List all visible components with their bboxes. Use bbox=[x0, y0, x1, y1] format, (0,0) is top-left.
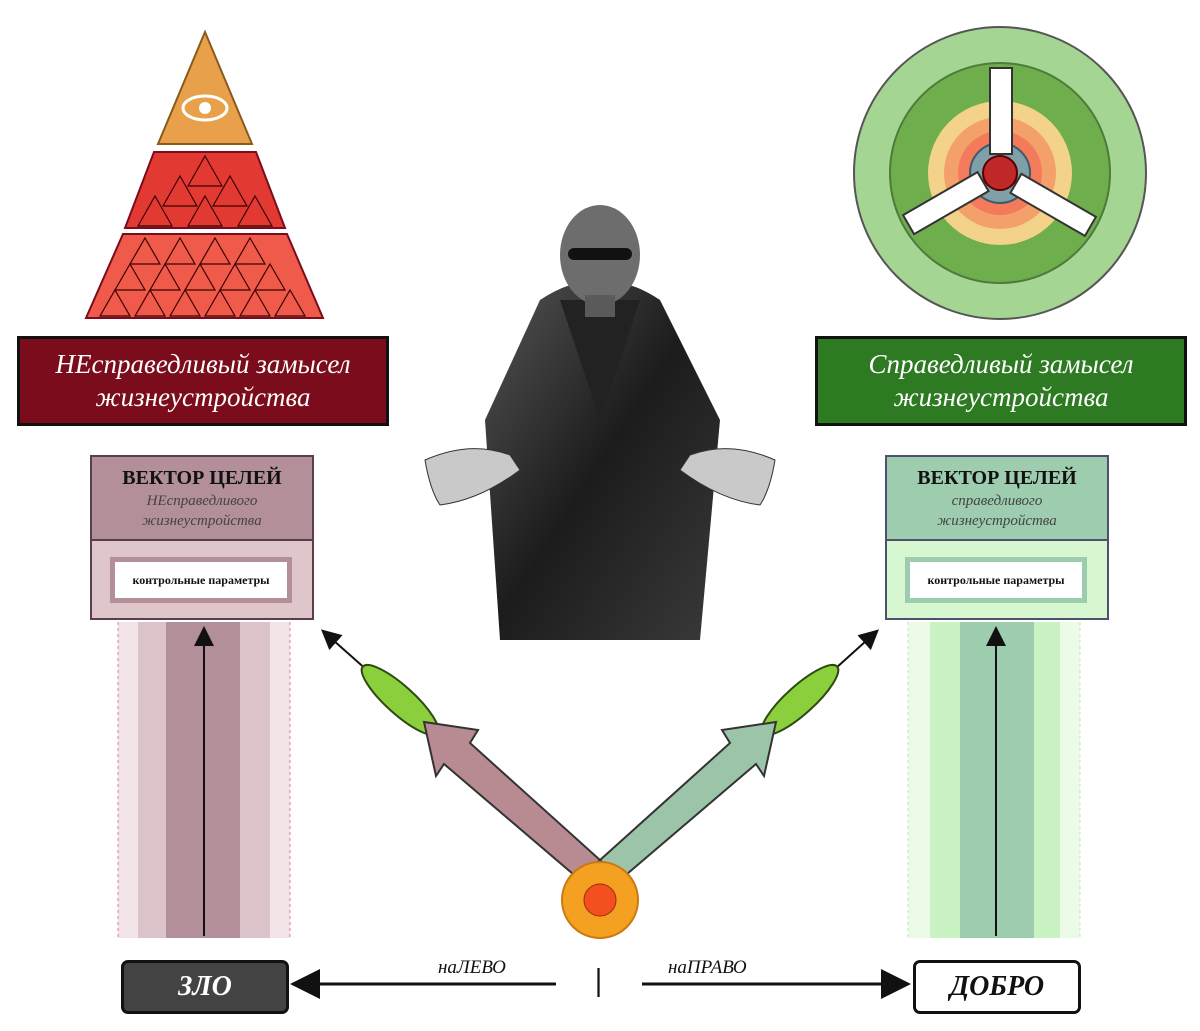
person-figure-icon bbox=[424, 205, 776, 640]
just-title-line1: Справедливый замысел bbox=[868, 349, 1134, 379]
unjust-control-params: контрольные параметры bbox=[110, 557, 292, 603]
right-diagonal-arrow bbox=[598, 629, 879, 882]
unjust-goal-vector-box: ВЕКТОР ЦЕЛЕЙ НЕсправедливого жизнеустрой… bbox=[90, 455, 314, 620]
unjust-vector-sub2: жизнеустройства bbox=[142, 513, 262, 529]
three-spoke-wheel-icon bbox=[853, 26, 1147, 320]
just-control-params: контрольные параметры bbox=[905, 557, 1087, 603]
center-marker: | bbox=[595, 961, 603, 997]
just-vector-sub1: справедливого bbox=[951, 493, 1043, 509]
pyramid-eye-icon bbox=[84, 29, 325, 319]
just-goal-vector-box: ВЕКТОР ЦЕЛЕЙ справедливого жизнеустройст… bbox=[885, 455, 1109, 620]
just-design-title: Справедливый замысел жизнеустройства bbox=[815, 336, 1187, 426]
unjust-title-line2: жизнеустройства bbox=[95, 382, 311, 412]
evil-label: ЗЛО bbox=[121, 960, 289, 1014]
just-vector-title: ВЕКТОР ЦЕЛЕЙ bbox=[917, 467, 1077, 489]
right-direction-label: наПРАВО bbox=[668, 957, 747, 978]
good-label: ДОБРО bbox=[913, 960, 1081, 1014]
unjust-vector-title: ВЕКТОР ЦЕЛЕЙ bbox=[122, 467, 282, 489]
unjust-vector-sub1: НЕсправедливого bbox=[146, 493, 258, 509]
just-goal-vector-header: ВЕКТОР ЦЕЛЕЙ справедливого жизнеустройст… bbox=[887, 457, 1107, 541]
choice-node-icon bbox=[561, 861, 639, 939]
right-vector-column bbox=[907, 622, 1081, 938]
left-direction-label: наЛЕВО bbox=[438, 957, 506, 978]
just-vector-sub2: жизнеустройства bbox=[937, 513, 1057, 529]
unjust-title-line1: НЕсправедливый замысел bbox=[55, 349, 351, 379]
just-title-line2: жизнеустройства bbox=[893, 382, 1109, 412]
unjust-design-title: НЕсправедливый замысел жизнеустройства bbox=[17, 336, 389, 426]
left-diagonal-arrow bbox=[321, 629, 602, 882]
left-vector-column bbox=[117, 622, 291, 938]
unjust-goal-vector-header: ВЕКТОР ЦЕЛЕЙ НЕсправедливого жизнеустрой… bbox=[92, 457, 312, 541]
